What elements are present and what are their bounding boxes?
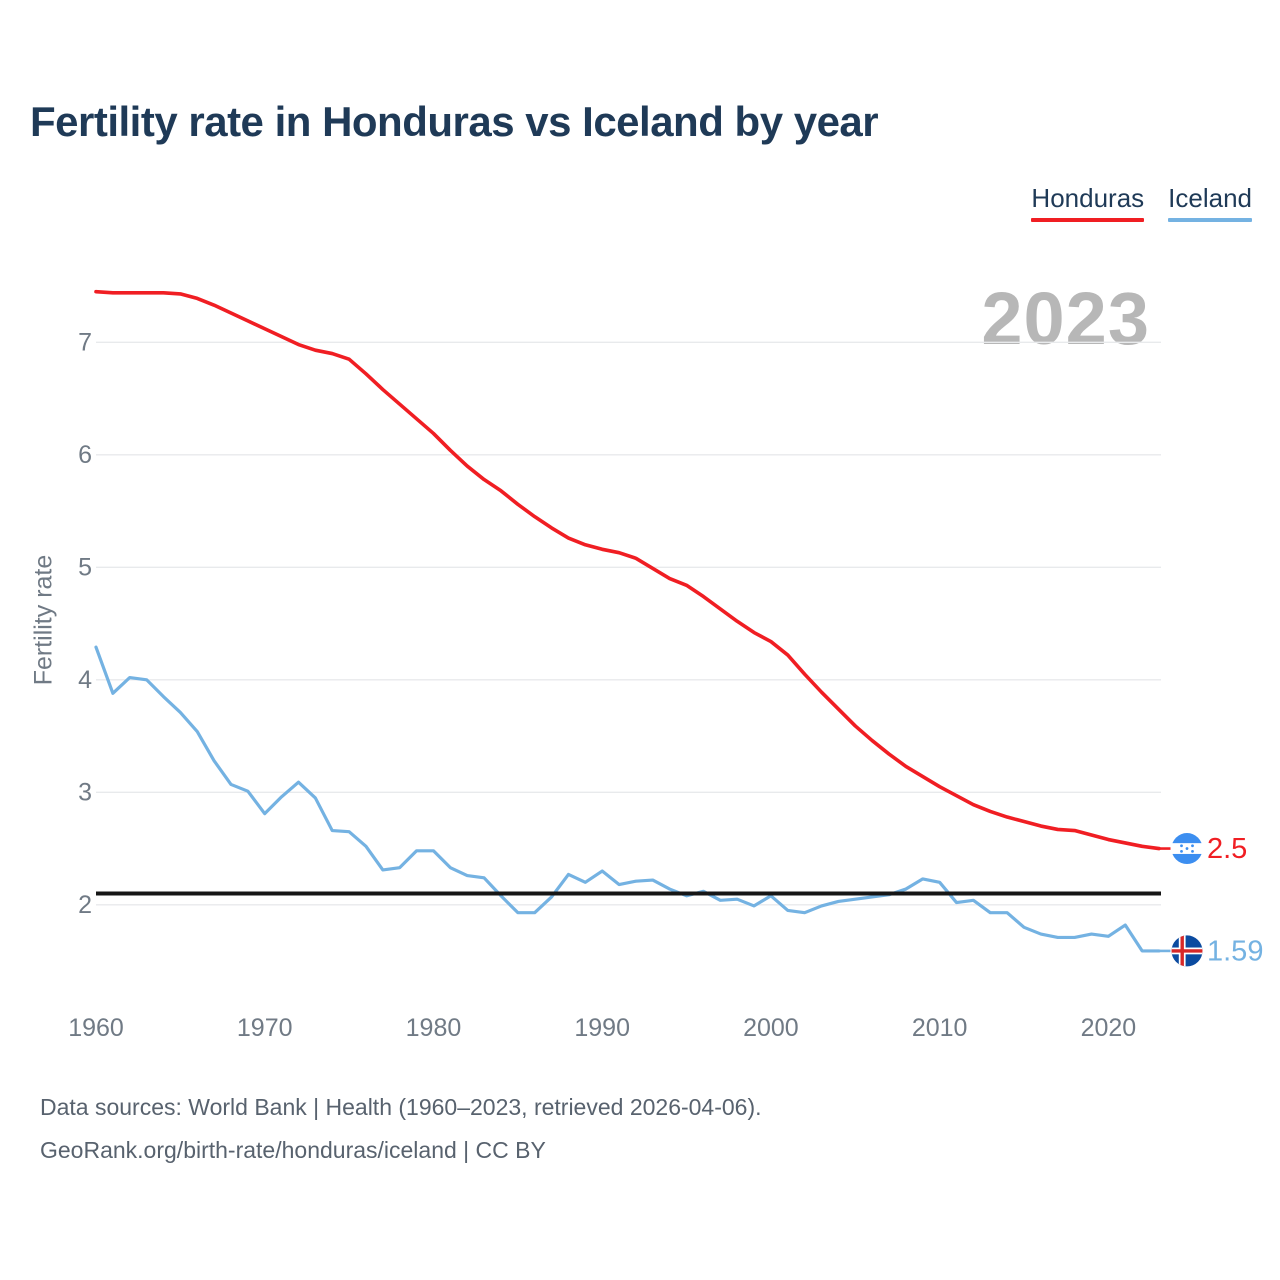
y-tick-label: 6 [78,441,92,469]
legend-item-honduras[interactable]: Honduras [1031,183,1145,222]
legend-bar-iceland [1168,218,1252,222]
legend-label-iceland: Iceland [1168,183,1252,213]
footer-sources: Data sources: World Bank | Health (1960–… [40,1094,762,1120]
y-tick-label: 2 [78,891,92,919]
iceland-flag-icon [1171,935,1203,967]
honduras-line[interactable] [94,289,1161,851]
iceland-end-label: 1.59 [1207,935,1263,967]
x-tick-label: 1990 [574,1014,630,1042]
x-tick-label: 1960 [68,1014,124,1042]
honduras-end-label: 2.5 [1207,833,1247,865]
y-tick-label: 7 [78,328,92,356]
legend-bar-honduras [1031,218,1145,222]
honduras-flag-icon [1171,833,1203,865]
legend-item-iceland[interactable]: Iceland [1168,183,1252,222]
legend: Honduras Iceland [1031,183,1252,222]
y-tick-label: 3 [78,778,92,806]
chart-canvas[interactable]: 2 3 4 5 6 7 1960 1970 1980 1990 2000 2010 2020 2.5 1.5… [0,0,1280,1085]
x-tick-label: 2000 [743,1014,799,1042]
watermark-year: 2023 [981,277,1150,360]
y-tick-label: 5 [78,553,92,581]
x-tick-label: 2010 [912,1014,968,1042]
y-tick-label: 4 [78,666,92,694]
page-title: Fertility rate in Honduras vs Iceland by… [30,98,879,145]
x-tick-label: 1980 [406,1014,462,1042]
x-tick-label: 2020 [1081,1014,1137,1042]
footer-attribution: GeoRank.org/birth-rate/honduras/iceland … [40,1137,546,1163]
legend-label-honduras: Honduras [1031,183,1145,213]
footer: Data sources: World Bank | Health (1960–… [40,1086,762,1172]
iceland-line[interactable] [94,645,1161,953]
x-tick-label: 1970 [237,1014,293,1042]
